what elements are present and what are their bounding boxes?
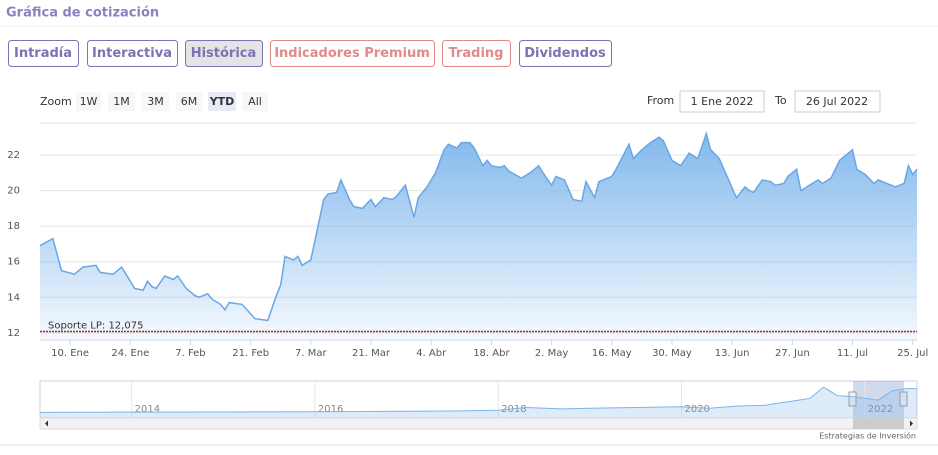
zoom-button-label[interactable]: All	[248, 95, 262, 108]
tab[interactable]	[87, 40, 178, 67]
y-tick-label: 14	[7, 292, 20, 303]
y-tick-label: 16	[7, 257, 20, 268]
to-value[interactable]: 26 Jul 2022	[806, 95, 868, 108]
x-tick-label: 21. Mar	[352, 348, 391, 359]
scroll-left[interactable]	[45, 420, 48, 427]
zoom-button[interactable]	[208, 92, 236, 111]
x-tick-label: 7. Feb	[175, 348, 205, 359]
zoom-button-label[interactable]: 3M	[147, 95, 164, 108]
x-tick-label: 25. Jul	[897, 348, 928, 359]
scrollbar-thumb[interactable]	[853, 418, 904, 429]
zoom-button-label[interactable]: 1M	[113, 95, 130, 108]
zoom-button-label[interactable]: 1W	[80, 95, 98, 108]
zoom-button[interactable]	[108, 92, 135, 111]
credit: Estrategias de Inversión	[819, 431, 916, 441]
scroll-right[interactable]	[910, 420, 913, 427]
tab-label[interactable]: Interactiva	[92, 46, 172, 61]
navigator-tick-label: 2018	[501, 404, 526, 415]
x-tick-label: 13. Jun	[715, 348, 750, 359]
x-tick-label: 16. May	[592, 348, 632, 359]
x-tick-label: 7. Mar	[295, 348, 327, 359]
x-tick-label: 2. May	[535, 348, 568, 359]
y-tick-label: 22	[7, 150, 20, 161]
x-tick-label: 24. Ene	[111, 348, 149, 359]
zoom-button[interactable]	[242, 92, 268, 111]
zoom-button[interactable]	[142, 92, 169, 111]
navigator-tick-label: 2020	[684, 404, 709, 415]
zoom-button-label[interactable]: YTD	[209, 95, 235, 108]
tab-label[interactable]: Trading	[449, 46, 504, 61]
x-tick-label: 10. Ene	[51, 348, 89, 359]
navigator-line	[39, 386, 917, 413]
zoom-button[interactable]	[76, 92, 101, 111]
tab[interactable]	[442, 40, 511, 67]
navigator-tick-label: 2016	[318, 404, 343, 415]
to-label: To	[774, 94, 787, 107]
scrollbar-track[interactable]	[39, 417, 918, 430]
to-input[interactable]	[794, 90, 881, 113]
x-tick-label: 21. Feb	[232, 348, 269, 359]
from-label: From	[647, 94, 674, 107]
navigator-tick-label: 2022	[868, 404, 893, 415]
tab[interactable]	[185, 40, 263, 67]
tab[interactable]	[8, 40, 79, 67]
tab-label[interactable]: Dividendos	[524, 46, 606, 61]
x-tick-label: 18. Abr	[473, 348, 510, 359]
x-tick-label: 27. Jun	[775, 348, 810, 359]
tab[interactable]	[519, 40, 612, 67]
zoom-button-label[interactable]: 6M	[181, 95, 198, 108]
y-tick-label: 20	[7, 186, 20, 197]
x-tick-label: 11. Jul	[837, 348, 868, 359]
zoom-label: Zoom	[40, 95, 72, 108]
navigator-tick-label: 2014	[135, 404, 160, 415]
x-tick-label: 30. May	[652, 348, 692, 359]
support-label: Soporte LP: 12,075	[48, 321, 143, 332]
tab-label[interactable]: Indicadores Premium	[274, 46, 430, 61]
from-input[interactable]	[679, 90, 765, 113]
area	[40, 133, 917, 340]
price-line	[39, 131, 918, 322]
navigator-area	[40, 387, 917, 418]
tab[interactable]	[270, 40, 435, 67]
navigator-handle[interactable]	[848, 391, 857, 407]
y-tick-label: 18	[7, 221, 20, 232]
from-value[interactable]: 1 Ene 2022	[691, 95, 754, 108]
zoom-button[interactable]	[176, 92, 202, 111]
tab-label[interactable]: Histórica	[191, 46, 257, 61]
x-tick-label: 4. Abr	[416, 348, 447, 359]
navigator-handle[interactable]	[899, 391, 908, 407]
y-tick-label: 12	[7, 328, 20, 339]
page-title: Gráfica de cotización	[6, 6, 159, 21]
tab-label[interactable]: Intradía	[14, 46, 72, 61]
